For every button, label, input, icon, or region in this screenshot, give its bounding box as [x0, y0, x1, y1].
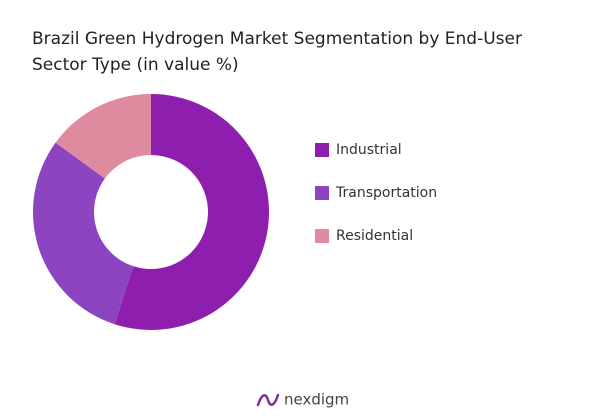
donut-slice — [114, 94, 270, 330]
legend-label: Transportation — [335, 185, 437, 201]
logo-icon — [256, 393, 280, 407]
legend-swatch — [315, 186, 329, 200]
legend-swatch — [315, 143, 329, 157]
legend-label: Residential — [336, 228, 413, 244]
logo-text: nexdigm — [284, 391, 349, 409]
logo: nexdigm — [256, 391, 349, 409]
chart-title: Brazil Green Hydrogen Market Segmentatio… — [32, 29, 522, 75]
donut-slice — [33, 142, 134, 325]
donut-slice — [55, 94, 151, 179]
legend-label: Industrial — [336, 142, 402, 158]
legend-swatch — [315, 229, 329, 243]
